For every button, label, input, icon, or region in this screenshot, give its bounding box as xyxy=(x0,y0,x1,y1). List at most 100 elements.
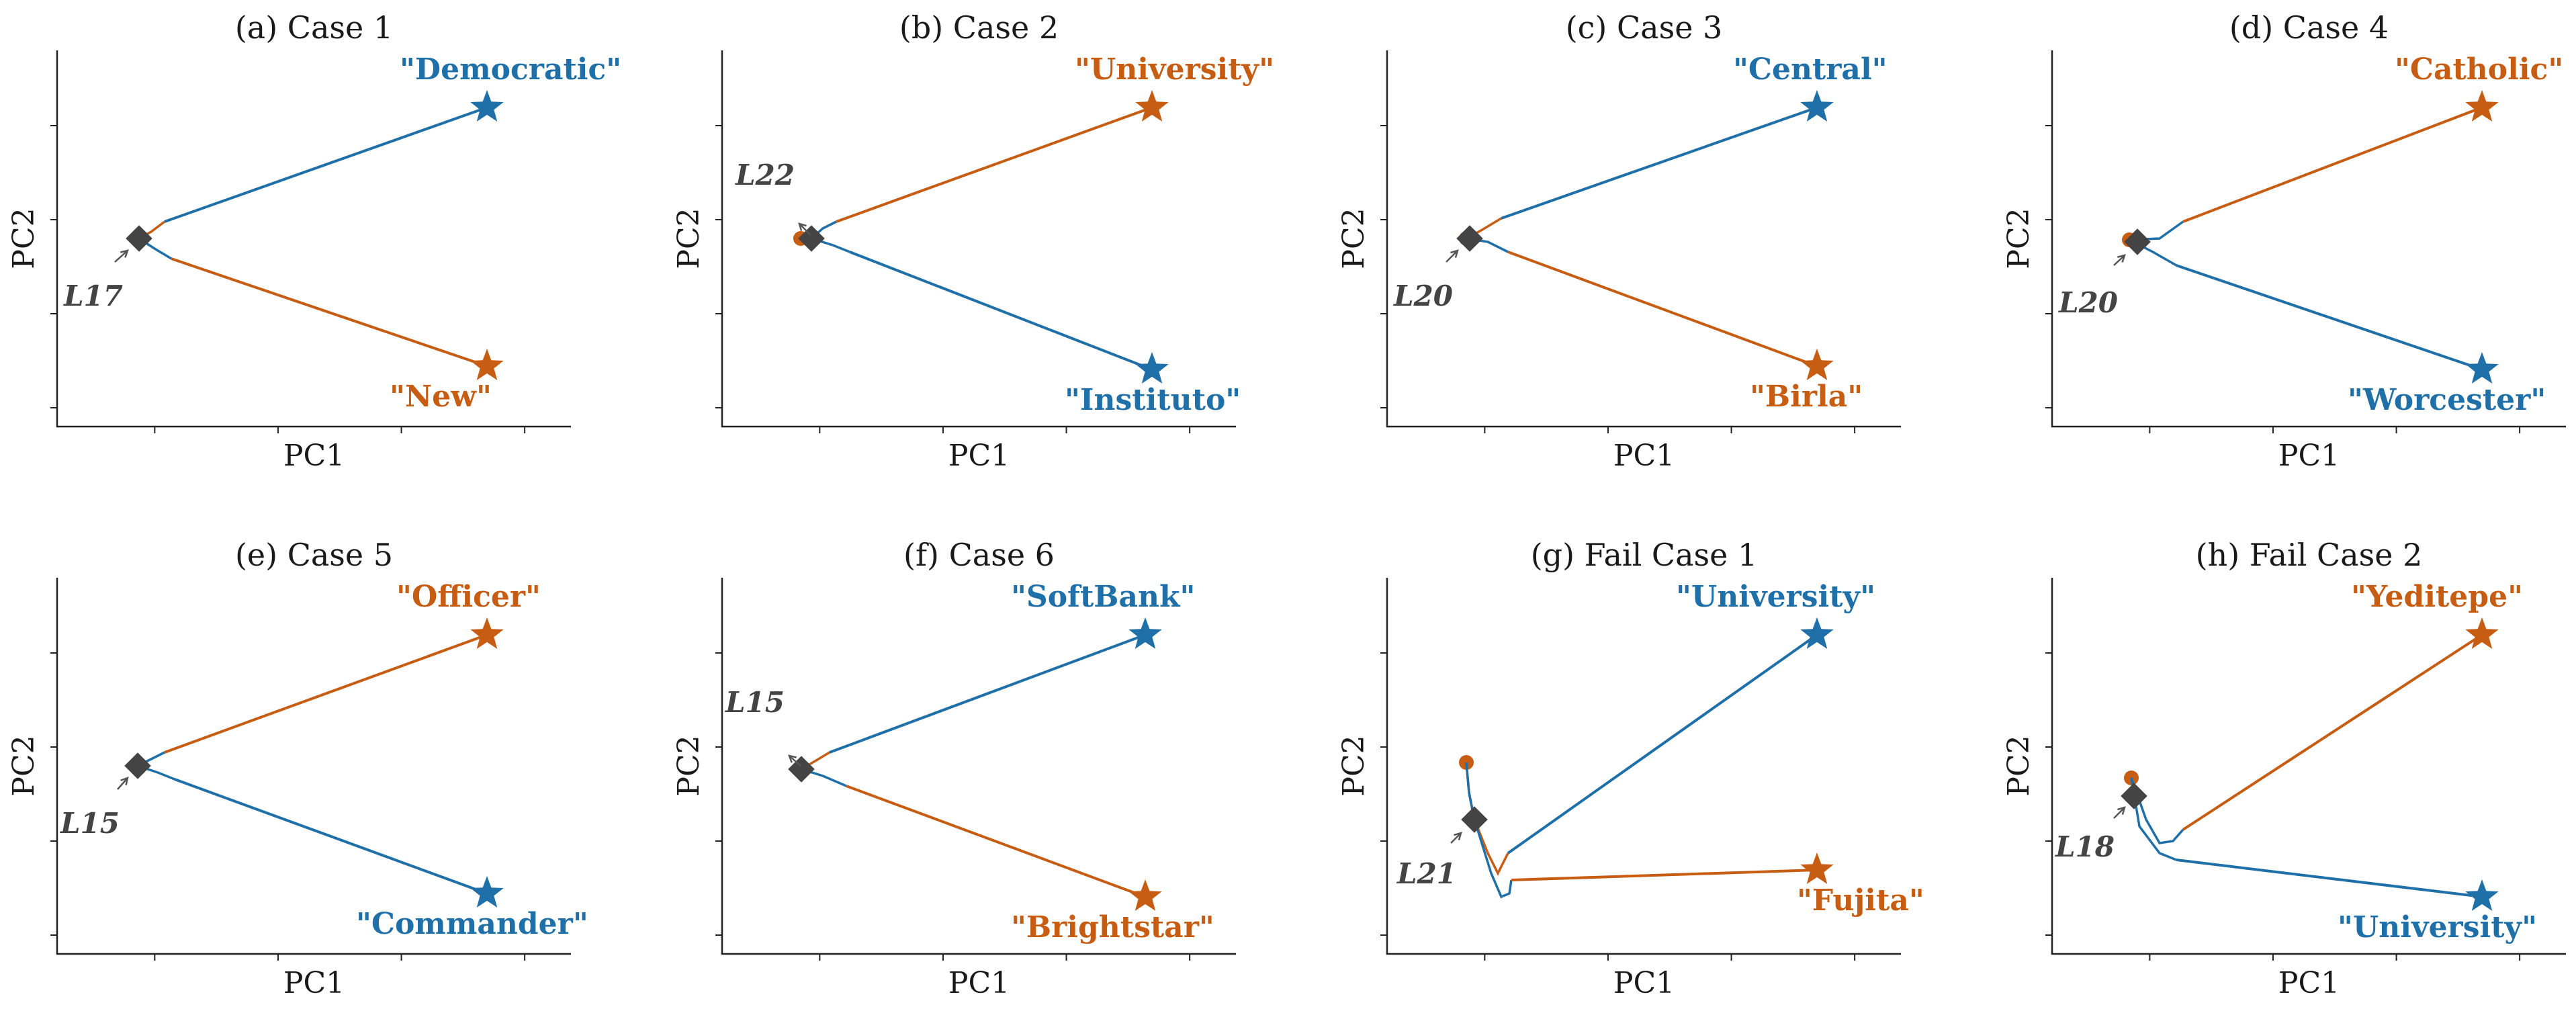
panel-title: (h) Fail Case 2 xyxy=(2196,537,2423,573)
layer-arrow xyxy=(114,250,128,263)
panel-title: (f) Case 6 xyxy=(903,537,1055,573)
layer-label: L20 xyxy=(2058,286,2118,319)
layer-arrowhead xyxy=(798,222,807,231)
layer-arrow xyxy=(2113,255,2125,266)
layer-arrowhead xyxy=(2117,806,2126,815)
panel-title: (b) Case 2 xyxy=(899,9,1059,46)
branch-point-diamond xyxy=(2121,783,2147,809)
y-axis-label: PC2 xyxy=(7,735,41,796)
top-trajectory xyxy=(829,633,1146,754)
top-target-star xyxy=(1128,617,1162,649)
bottom-target-star xyxy=(1128,879,1162,911)
top-word-label: "Officer" xyxy=(396,580,541,614)
layer-arrowhead xyxy=(120,777,129,786)
top-trajectory-stem xyxy=(2130,777,2184,844)
branch-point-diamond xyxy=(1461,806,1488,833)
bottom-trajectory xyxy=(1507,251,1818,367)
bottom-target-star xyxy=(2465,352,2499,384)
axes-spine xyxy=(1386,578,1901,955)
bottom-trajectory xyxy=(2176,859,2483,898)
bottom-word-label: "Worcester" xyxy=(2348,383,2546,417)
bottom-word-label: "Fujita" xyxy=(1797,883,1924,918)
axes-spine xyxy=(2051,50,2566,428)
layer-label: L15 xyxy=(725,686,785,719)
top-trajectory xyxy=(2182,633,2483,831)
top-word-label: "Central" xyxy=(1733,52,1887,87)
layer-arrowhead xyxy=(788,754,797,763)
layer-arrow xyxy=(1446,250,1458,263)
bottom-target-star xyxy=(1800,349,1834,380)
top-trajectory xyxy=(2182,106,2483,223)
top-target-star xyxy=(2465,617,2499,649)
layer-arrow xyxy=(1450,832,1462,844)
top-word-label: "Democratic" xyxy=(400,52,621,87)
axes-spine xyxy=(56,50,571,428)
top-word-label: "Catholic" xyxy=(2395,52,2563,87)
x-axis-label: PC1 xyxy=(948,966,1010,1000)
bottom-word-label: "Birla" xyxy=(1750,380,1863,414)
bottom-trajectory xyxy=(171,257,488,367)
bottom-target-star xyxy=(1135,352,1169,384)
top-target-star xyxy=(1135,90,1169,122)
bottom-target-star xyxy=(470,349,504,380)
layer-arrow xyxy=(799,223,811,236)
top-target-star xyxy=(2465,90,2499,122)
layer-label: L20 xyxy=(1393,279,1453,312)
panel-title: (e) Case 5 xyxy=(235,537,393,573)
top-trajectory xyxy=(836,106,1153,223)
panel-title: (c) Case 3 xyxy=(1566,9,1723,46)
layer-arrowhead xyxy=(2117,254,2126,263)
layer-arrowhead xyxy=(120,249,129,258)
bottom-trajectory xyxy=(1511,869,1818,881)
bottom-word-label: "Instituto" xyxy=(1065,383,1241,417)
layer-label: L22 xyxy=(735,159,795,191)
top-target-star xyxy=(470,90,504,122)
axes-spine xyxy=(721,50,1236,428)
top-target-star xyxy=(1800,90,1834,122)
x-axis-label: PC1 xyxy=(283,966,345,1000)
layer-arrowhead xyxy=(1450,249,1459,258)
bottom-word-label: "University" xyxy=(2338,910,2537,945)
bottom-trajectory-stem xyxy=(1465,762,1513,899)
x-axis-label: PC1 xyxy=(1613,966,1675,1000)
x-axis-label: PC1 xyxy=(2278,966,2340,1000)
branch-point-diamond xyxy=(1456,225,1483,252)
panel-title: (d) Case 4 xyxy=(2229,9,2389,46)
bottom-word-label: "Brightstar" xyxy=(1011,910,1214,945)
layer-arrow xyxy=(789,755,801,766)
branch-point-diamond xyxy=(126,225,152,252)
bottom-target-star xyxy=(470,876,504,908)
bottom-target-star xyxy=(1800,852,1834,884)
branch-point-diamond xyxy=(788,756,815,783)
layer-label: L15 xyxy=(60,807,120,840)
branch-point-diamond xyxy=(124,752,151,779)
layer-arrow xyxy=(2113,807,2125,819)
top-word-label: "University" xyxy=(1676,580,1875,614)
top-trajectory xyxy=(164,633,488,754)
bottom-word-label: "Commander" xyxy=(356,907,588,941)
bottom-word-label: "New" xyxy=(390,380,492,414)
top-trajectory xyxy=(1501,106,1818,220)
bottom-trajectory xyxy=(2176,264,2483,371)
top-target-star xyxy=(470,617,504,649)
top-trajectory xyxy=(1507,633,1818,854)
x-axis-label: PC1 xyxy=(2278,439,2340,473)
bottom-target-star xyxy=(2465,879,2499,911)
layer-label: L17 xyxy=(63,279,123,312)
bottom-trajectory xyxy=(846,785,1146,898)
panel-title: (g) Fail Case 1 xyxy=(1531,537,1758,573)
top-word-label: "SoftBank" xyxy=(1011,580,1195,614)
layer-arrow xyxy=(117,777,128,790)
axes-spine xyxy=(56,578,571,955)
axes-spine xyxy=(721,578,1236,955)
bottom-trajectory xyxy=(174,778,488,895)
x-axis-label: PC1 xyxy=(283,439,345,473)
axes-spine xyxy=(2051,578,2566,955)
y-axis-label: PC2 xyxy=(2002,208,2036,269)
y-axis-label: PC2 xyxy=(1337,735,1371,796)
x-axis-label: PC1 xyxy=(948,439,1010,473)
axes-spine xyxy=(1386,50,1901,428)
top-trajectory xyxy=(164,106,488,223)
bottom-trajectory xyxy=(849,251,1153,371)
panel-title: (a) Case 1 xyxy=(235,9,393,46)
